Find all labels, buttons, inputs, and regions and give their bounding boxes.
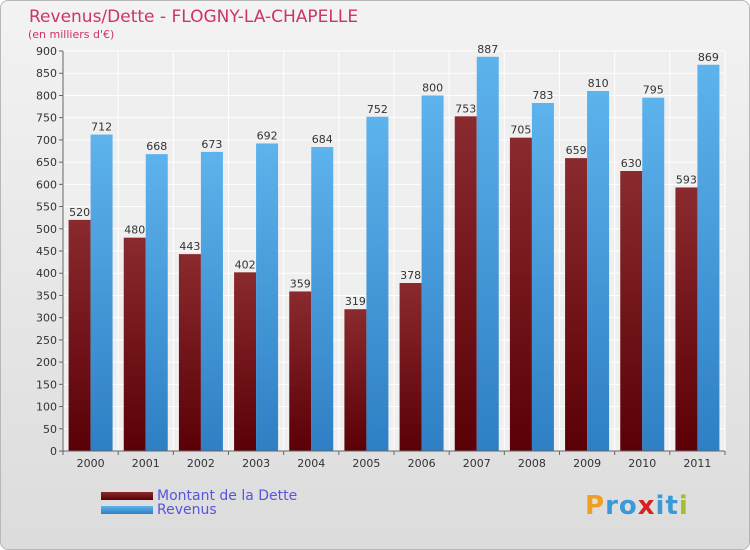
data-label-dette: 480 [124, 224, 145, 237]
data-label-dette: 593 [676, 173, 697, 186]
bar-dette [675, 187, 698, 451]
y-tick-label: 850 [36, 67, 57, 80]
bar-dette [344, 309, 367, 451]
legend-swatch-dette [101, 492, 153, 500]
data-label-revenus: 712 [91, 121, 112, 134]
data-label-dette: 705 [510, 124, 531, 137]
bar-revenus [366, 116, 389, 452]
data-label-dette: 753 [455, 102, 476, 115]
legend-label-dette: Montant de la Dette [157, 488, 298, 504]
bar-revenus [476, 56, 499, 452]
bar-revenus [642, 97, 665, 452]
y-tick-label: 450 [36, 245, 57, 258]
bar-revenus [200, 151, 223, 451]
x-tick-label: 2003 [242, 457, 270, 470]
y-tick-label: 500 [36, 223, 57, 236]
bar-dette [234, 272, 257, 451]
y-tick-label: 100 [36, 401, 57, 414]
data-label-dette: 378 [400, 269, 421, 282]
bar-revenus [90, 134, 113, 452]
proxiti-logo: Proxiti [585, 491, 689, 521]
y-tick-label: 400 [36, 267, 57, 280]
bar-revenus [145, 154, 168, 451]
y-tick-label: 150 [36, 378, 57, 391]
data-label-revenus: 810 [588, 77, 609, 90]
logo-letter: x [637, 491, 656, 521]
bar-revenus [587, 91, 610, 451]
data-label-revenus: 692 [257, 129, 278, 142]
x-tick-label: 2002 [187, 457, 215, 470]
y-tick-label: 200 [36, 356, 57, 369]
bar-dette [178, 254, 201, 451]
x-tick-label: 2008 [518, 457, 546, 470]
data-label-revenus: 887 [477, 43, 498, 56]
x-tick-label: 2010 [628, 457, 656, 470]
y-tick-label: 550 [36, 201, 57, 214]
bar-dette [123, 237, 146, 451]
y-tick-label: 350 [36, 289, 57, 302]
bar-dette [620, 171, 643, 451]
y-tick-label: 0 [50, 445, 57, 458]
bar-dette [399, 283, 422, 451]
x-tick-label: 2011 [683, 457, 711, 470]
legend-label-revenus: Revenus [157, 502, 217, 518]
x-tick-label: 2006 [408, 457, 436, 470]
chart-subtitle: (en milliers d'€) [28, 28, 115, 41]
data-label-dette: 443 [179, 240, 200, 253]
y-tick-label: 650 [36, 156, 57, 169]
data-label-revenus: 668 [146, 140, 167, 153]
logo-letter: i [655, 491, 666, 521]
logo-letter: P [585, 491, 606, 521]
logo-letter: r [605, 491, 619, 521]
y-tick-label: 250 [36, 334, 57, 347]
data-label-revenus: 795 [643, 84, 664, 97]
y-tick-label: 300 [36, 312, 57, 325]
logo-letter: o [618, 491, 638, 521]
x-tick-label: 2001 [132, 457, 160, 470]
data-label-revenus: 673 [201, 138, 222, 151]
legend-swatch-revenus [101, 506, 153, 514]
x-tick-label: 2004 [297, 457, 325, 470]
bar-dette [565, 158, 588, 451]
x-tick-label: 2009 [573, 457, 601, 470]
bar-dette [454, 116, 477, 451]
data-label-dette: 319 [345, 295, 366, 308]
bar-dette [289, 291, 312, 451]
x-tick-label: 2000 [77, 457, 105, 470]
data-label-dette: 402 [235, 258, 256, 271]
data-label-dette: 520 [69, 206, 90, 219]
legend-item-dette: Montant de la Dette [101, 488, 298, 504]
bar-revenus [256, 143, 279, 451]
data-label-dette: 630 [621, 157, 642, 170]
y-tick-label: 900 [36, 45, 57, 58]
bar-revenus [421, 95, 444, 451]
y-tick-label: 800 [36, 89, 57, 102]
y-tick-label: 600 [36, 178, 57, 191]
bar-revenus [311, 147, 334, 451]
y-tick-label: 750 [36, 112, 57, 125]
data-label-dette: 659 [566, 144, 587, 157]
data-label-revenus: 869 [698, 51, 719, 64]
chart-title: Revenus/Dette - FLOGNY-LA-CHAPELLE [29, 7, 359, 27]
data-label-dette: 359 [290, 277, 311, 290]
bar-dette [68, 219, 91, 451]
data-label-revenus: 752 [367, 103, 388, 116]
data-label-revenus: 800 [422, 81, 443, 94]
x-tick-label: 2005 [352, 457, 380, 470]
y-tick-label: 50 [43, 423, 57, 436]
bar-revenus [531, 103, 554, 451]
legend-item-revenus: Revenus [101, 502, 217, 518]
x-tick-label: 2007 [463, 457, 491, 470]
bar-dette [509, 137, 532, 451]
data-label-revenus: 783 [532, 89, 553, 102]
logo-letter: i [678, 491, 689, 521]
data-label-revenus: 684 [312, 133, 333, 146]
bar-revenus [697, 64, 720, 452]
y-tick-label: 700 [36, 134, 57, 147]
logo-letter: t [665, 491, 679, 521]
